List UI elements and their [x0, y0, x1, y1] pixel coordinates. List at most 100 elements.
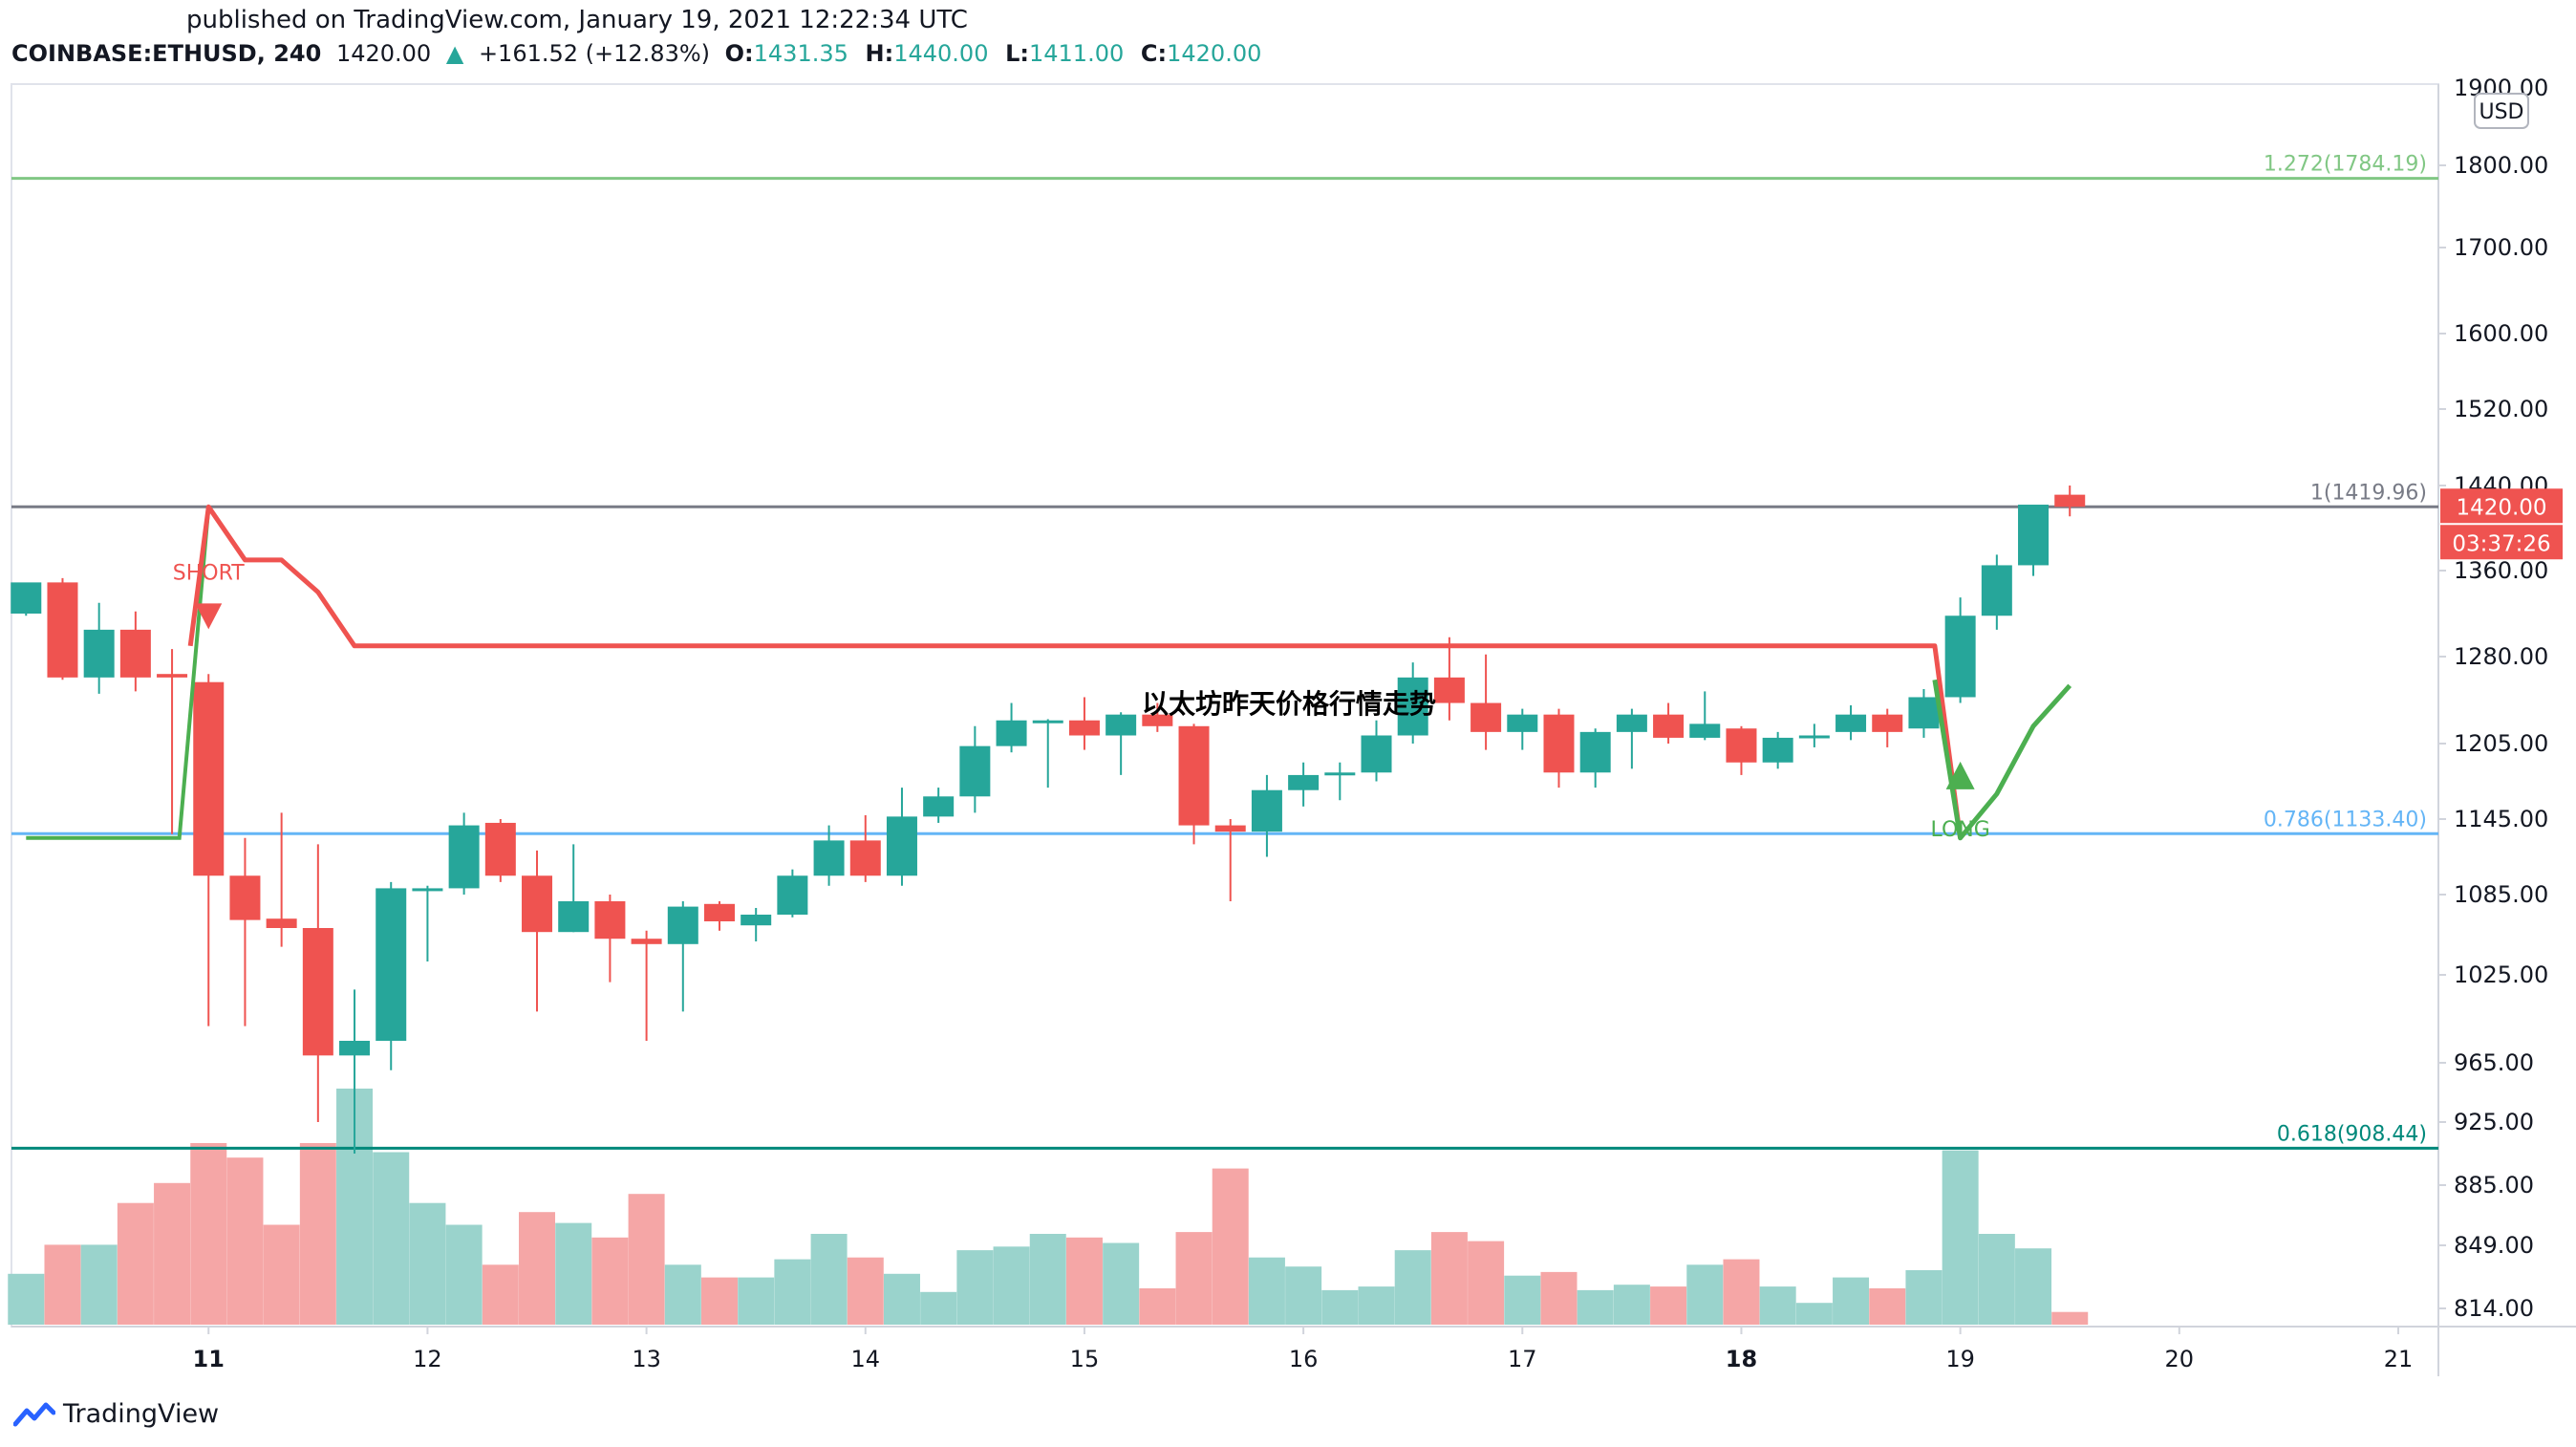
candle-body: [1944, 616, 1976, 698]
candle-body: [1507, 714, 1538, 732]
volume-bar: [373, 1152, 410, 1325]
time-tick-label: 16: [1289, 1346, 1319, 1372]
fib-level-label: 0.618(908.44): [2277, 1122, 2427, 1146]
volume-bar: [1248, 1257, 1285, 1325]
tradingview-logo[interactable]: TradingView: [13, 1399, 219, 1429]
candle-body: [741, 915, 772, 926]
last-price-badge-label: 1420.00: [2456, 495, 2546, 520]
volume-bar: [664, 1264, 701, 1325]
candle-body: [631, 939, 662, 944]
volume-bar: [445, 1224, 483, 1325]
candle-body: [959, 745, 991, 797]
time-tick-label: 13: [632, 1346, 661, 1372]
price-change: +161.52 (+12.83%): [478, 40, 710, 67]
candle-body: [1543, 714, 1575, 773]
candle-body: [1653, 714, 1685, 738]
candle-body: [1397, 677, 1428, 736]
last-price-badge: [2440, 488, 2563, 524]
candle-body: [1762, 737, 1793, 763]
price-tick-label: 925.00: [2454, 1109, 2534, 1135]
volume-bar: [263, 1224, 300, 1325]
volume-bar: [1978, 1234, 2015, 1325]
volume-bar: [1212, 1168, 1249, 1325]
candle-body: [2054, 494, 2086, 508]
volume-bar: [628, 1194, 665, 1325]
price-tick-label: 849.00: [2454, 1232, 2534, 1259]
volume-bar: [299, 1143, 336, 1325]
volume-bar: [482, 1264, 519, 1325]
symbol-label[interactable]: COINBASE:ETHUSD, 240: [11, 40, 322, 67]
volume-bar: [555, 1222, 592, 1325]
fib-level-label: 1.272(1784.19): [2264, 153, 2427, 177]
volume-bar: [1723, 1259, 1760, 1325]
candle-body: [1616, 714, 1647, 732]
price-tick-label: 1520.00: [2454, 396, 2548, 422]
volume-bar: [1686, 1264, 1724, 1325]
close-value: 1420.00: [1167, 40, 1262, 67]
volume-bar: [80, 1244, 118, 1325]
volume-bar: [1613, 1285, 1650, 1325]
price-tick-label: 814.00: [2454, 1295, 2534, 1322]
open-label: O:: [724, 40, 754, 67]
up-triangle-icon: ▲: [445, 40, 464, 67]
volume-bar: [154, 1182, 191, 1325]
time-tick-label: 14: [851, 1346, 881, 1372]
volume-bar: [1540, 1271, 1578, 1325]
candle-body: [1579, 731, 1611, 773]
candle-body: [1908, 697, 1940, 729]
volume-bar: [1358, 1286, 1395, 1325]
price-tick-label: 1800.00: [2454, 152, 2548, 179]
candle-body: [1798, 735, 1830, 739]
volume-bar: [993, 1246, 1030, 1325]
candle-body: [229, 875, 261, 920]
volume-bar: [1833, 1277, 1870, 1325]
price-tick-label: 965.00: [2454, 1049, 2534, 1076]
time-tick-label: 17: [1508, 1346, 1537, 1372]
candle-body: [1178, 725, 1210, 826]
candle-body: [813, 840, 845, 876]
short-arrow-icon: [195, 603, 223, 630]
candle-body: [412, 888, 443, 892]
volume-bar: [1139, 1288, 1176, 1325]
price-tick-label: 1600.00: [2454, 320, 2548, 347]
price-tick-label: 1085.00: [2454, 881, 2548, 908]
currency-unit-box: [2474, 93, 2529, 129]
time-tick-label: 21: [2384, 1346, 2414, 1372]
time-tick-label: 11: [193, 1346, 225, 1372]
time-tick-label: 20: [2165, 1346, 2195, 1372]
volume-bar: [1869, 1288, 1906, 1325]
volume-bar: [2015, 1248, 2052, 1325]
volume-bar: [44, 1244, 81, 1325]
price-tick-label: 1145.00: [2454, 806, 2548, 832]
price-tick-label: 885.00: [2454, 1172, 2534, 1199]
volume-bar: [847, 1257, 884, 1325]
high-value: 1440.00: [893, 40, 989, 67]
candle-body: [47, 582, 78, 678]
candle-body: [1142, 714, 1173, 726]
volume-bar: [1795, 1303, 1833, 1325]
volume-bar: [226, 1157, 264, 1325]
volume-bar: [1577, 1289, 1614, 1325]
volume-bar: [1942, 1150, 1979, 1325]
high-label: H:: [865, 40, 894, 67]
fib-level-label: 1(1419.96): [2310, 481, 2427, 505]
candle-body: [339, 1041, 371, 1056]
candle-body: [996, 720, 1027, 746]
low-value: 1411.00: [1029, 40, 1125, 67]
volume-bar: [1065, 1237, 1103, 1325]
volume-bar: [738, 1277, 775, 1325]
tradingview-brand: TradingView: [63, 1399, 220, 1429]
countdown-badge: [2440, 525, 2563, 560]
candle-body: [484, 822, 516, 876]
volume-bar: [1175, 1232, 1213, 1325]
candle-body: [266, 918, 297, 928]
time-tick-label: 18: [1726, 1346, 1757, 1372]
candle-body: [923, 796, 955, 817]
candle-body: [558, 901, 590, 933]
candle-body: [1288, 774, 1320, 790]
time-tick-label: 19: [1945, 1346, 1975, 1372]
long-signal-line: [26, 507, 211, 840]
volume-bar: [883, 1273, 920, 1325]
overlay-caption: 以太坊昨天价格行情走势: [1142, 688, 1437, 720]
